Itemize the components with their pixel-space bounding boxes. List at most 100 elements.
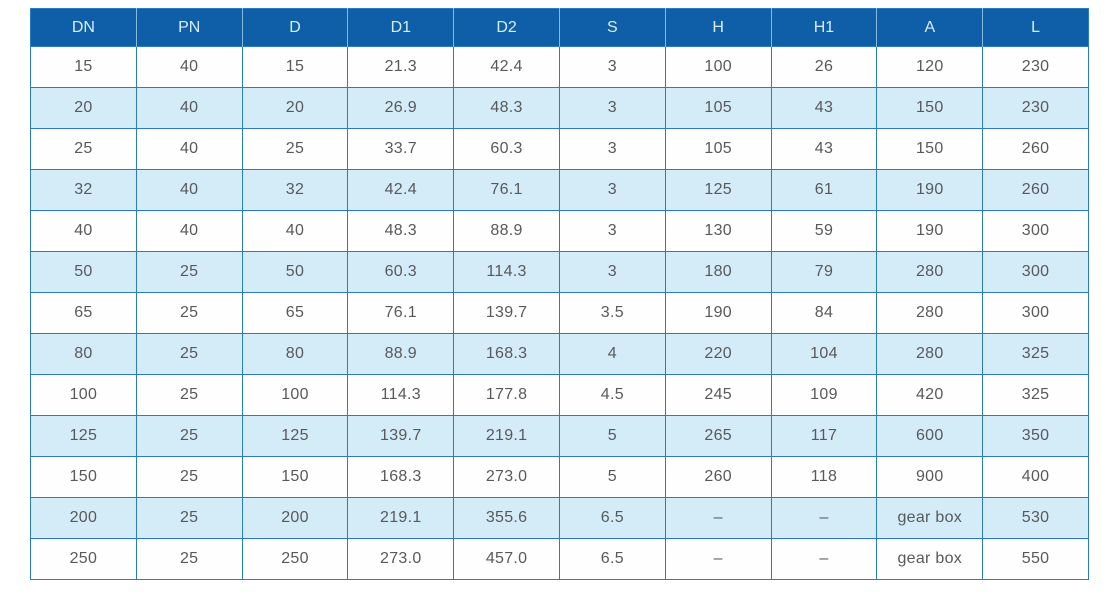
table-cell: 245	[664, 374, 772, 416]
table-cell: 355.6	[453, 497, 560, 539]
table-cell: 250	[241, 538, 349, 580]
table-cell: 50	[30, 251, 137, 293]
table-cell: 130	[664, 210, 772, 252]
table-row: 150 25 150 168.3 273.0 5 260 118 900 400	[30, 456, 1089, 498]
table-cell: 88.9	[453, 210, 560, 252]
table-cell: 40	[135, 87, 243, 129]
table-cell: 325	[982, 374, 1089, 416]
table-cell: 180	[664, 251, 772, 293]
table-cell: 5	[558, 456, 666, 498]
table-cell: 48.3	[347, 210, 455, 252]
table-cell: 114.3	[453, 251, 560, 293]
table-cell: 61	[770, 169, 878, 211]
table-cell: 42.4	[453, 46, 560, 88]
table-cell: 25	[135, 251, 243, 293]
table-cell: 80	[241, 333, 349, 375]
table-cell: 280	[876, 333, 984, 375]
table-cell: 76.1	[453, 169, 560, 211]
table-cell: 60.3	[453, 128, 560, 170]
table-cell: 6.5	[558, 538, 666, 580]
table-row: 15 40 15 21.3 42.4 3 100 26 120 230	[30, 46, 1089, 88]
table-cell: 3	[558, 251, 666, 293]
table-cell: 150	[876, 87, 984, 129]
table-cell: 60.3	[347, 251, 455, 293]
table-cell: –	[770, 538, 878, 580]
table-cell: 177.8	[453, 374, 560, 416]
table-cell: 42.4	[347, 169, 455, 211]
table-cell: 325	[982, 333, 1089, 375]
table-row: 125 25 125 139.7 219.1 5 265 117 600 350	[30, 415, 1089, 457]
table-cell: 65	[241, 292, 349, 334]
table-cell: 40	[135, 46, 243, 88]
table-cell: –	[664, 497, 772, 539]
table-cell: 59	[770, 210, 878, 252]
table-cell: 168.3	[453, 333, 560, 375]
table-cell: 25	[30, 128, 137, 170]
table-cell: 25	[135, 415, 243, 457]
table-cell: 260	[982, 128, 1089, 170]
table-cell: 5	[558, 415, 666, 457]
table-cell: 150	[876, 128, 984, 170]
table-cell: 900	[876, 456, 984, 498]
table-cell: 200	[30, 497, 137, 539]
header-cell-h1: H1	[770, 8, 877, 47]
table-cell: 457.0	[453, 538, 560, 580]
table-cell: –	[664, 538, 772, 580]
table-cell: 260	[982, 169, 1089, 211]
table-header: DN PN D D1 D2 S H H1 A L	[30, 8, 1089, 47]
table-cell: 15	[30, 46, 137, 88]
header-cell-s: S	[558, 8, 666, 47]
table-cell: 40	[135, 169, 243, 211]
table-cell: 84	[770, 292, 878, 334]
table-cell: 3	[558, 128, 666, 170]
table-cell: 550	[982, 538, 1089, 580]
table-cell: 100	[241, 374, 349, 416]
table-cell: 230	[982, 87, 1089, 129]
table-cell: 219.1	[347, 497, 455, 539]
table-cell: 350	[982, 415, 1089, 457]
table-cell: 25	[241, 128, 349, 170]
table-cell: 15	[241, 46, 349, 88]
header-cell-l: L	[982, 8, 1089, 47]
table-cell: 25	[135, 333, 243, 375]
table-cell: 25	[135, 292, 243, 334]
table-cell: 280	[876, 251, 984, 293]
table-cell: 76.1	[347, 292, 455, 334]
table-cell: 105	[664, 128, 772, 170]
table-cell: 600	[876, 415, 984, 457]
header-cell-d2: D2	[453, 8, 560, 47]
header-cell-d: D	[241, 8, 348, 47]
table-cell: 40	[30, 210, 137, 252]
table-cell: 3.5	[558, 292, 666, 334]
table-cell: 48.3	[453, 87, 560, 129]
table-cell: 260	[664, 456, 772, 498]
table-cell: –	[770, 497, 878, 539]
table-cell: 125	[241, 415, 349, 457]
table-cell: 139.7	[347, 415, 455, 457]
table-cell: 25	[135, 538, 243, 580]
table-cell: 32	[241, 169, 349, 211]
table-cell: 40	[135, 128, 243, 170]
table-cell: 25	[135, 456, 243, 498]
table-cell: 26.9	[347, 87, 455, 129]
header-cell-d1: D1	[347, 8, 454, 47]
table-cell: 50	[241, 251, 349, 293]
table-cell: 120	[876, 46, 984, 88]
table-cell: 300	[982, 292, 1089, 334]
table-cell: 273.0	[347, 538, 455, 580]
table-cell: 26	[770, 46, 878, 88]
table-cell: 219.1	[453, 415, 560, 457]
table-cell: 220	[664, 333, 772, 375]
table-cell: 125	[30, 415, 137, 457]
table-cell: gear box	[876, 497, 984, 539]
table-cell: 105	[664, 87, 772, 129]
table-cell: 33.7	[347, 128, 455, 170]
header-cell-dn: DN	[30, 8, 137, 47]
table-cell: 139.7	[453, 292, 560, 334]
table-body: 15 40 15 21.3 42.4 3 100 26 120 230 20 40 20 26.9 48.3…	[30, 46, 1089, 580]
table-cell: 21.3	[347, 46, 455, 88]
table-cell: 4	[558, 333, 666, 375]
table-cell: 400	[982, 456, 1089, 498]
table-cell: 420	[876, 374, 984, 416]
table-cell: 190	[876, 210, 984, 252]
